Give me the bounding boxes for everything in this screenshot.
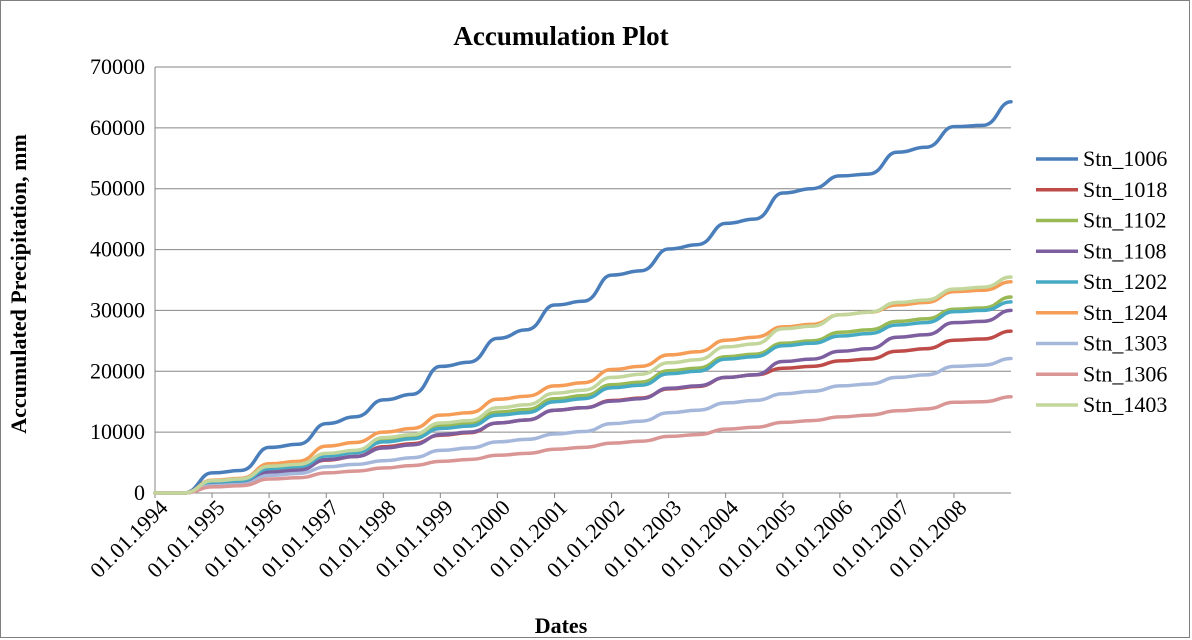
legend-label: Stn_1018 [1083, 177, 1167, 202]
legend-item-stn-1202: Stn_1202 [1036, 269, 1167, 294]
legend-item-stn-1102: Stn_1102 [1036, 208, 1167, 233]
y-tick-label: 0 [134, 480, 145, 505]
legend-label: Stn_1006 [1083, 146, 1167, 171]
y-axis-title: Accumulated Precipitation, mm [6, 134, 31, 434]
legend-item-stn-1018: Stn_1018 [1036, 177, 1167, 202]
y-tick-labels: 0 10000 20000 30000 40000 50000 60000 70000 [90, 54, 145, 505]
legend-label: Stn_1306 [1083, 361, 1167, 386]
chart-title: Accumulation Plot [453, 21, 668, 51]
axes [154, 67, 1011, 498]
series-line-stn-1403 [153, 275, 1013, 495]
legend-label: Stn_1108 [1083, 238, 1167, 263]
series-line-stn-1204 [153, 280, 1013, 495]
legend-item-stn-1204: Stn_1204 [1036, 300, 1167, 325]
y-tick-label: 50000 [90, 176, 145, 201]
legend-label: Stn_1204 [1083, 300, 1167, 325]
legend-item-stn-1006: Stn_1006 [1036, 146, 1167, 171]
legend-item-stn-1306: Stn_1306 [1036, 361, 1167, 386]
y-tick-label: 20000 [90, 358, 145, 383]
x-axis-title: Dates [535, 613, 588, 638]
series-line-stn-1006 [153, 99, 1013, 495]
y-tick-label: 40000 [90, 237, 145, 262]
legend-label: Stn_1403 [1083, 392, 1167, 417]
legend-label: Stn_1303 [1083, 331, 1167, 356]
gridlines [155, 66, 1011, 433]
legend-item-stn-1108: Stn_1108 [1036, 238, 1167, 263]
legend-label: Stn_1102 [1083, 208, 1167, 233]
y-tick-label: 10000 [90, 419, 145, 444]
series-lines [153, 99, 1013, 495]
series-line-stn-1202 [153, 300, 1013, 495]
series-line-stn-1306 [153, 395, 1013, 495]
x-tick-labels: 01.01.199401.01.199501.01.199601.01.1997… [85, 495, 972, 583]
legend-label: Stn_1202 [1083, 269, 1167, 294]
series-line-stn-1303 [153, 356, 1013, 495]
y-tick-label: 70000 [90, 54, 145, 79]
y-tick-label: 60000 [90, 115, 145, 140]
legend-item-stn-1303: Stn_1303 [1036, 331, 1167, 356]
series-line-stn-1108 [153, 308, 1013, 495]
y-tick-label: 30000 [90, 297, 145, 322]
legend-item-stn-1403: Stn_1403 [1036, 392, 1167, 417]
legend: Stn_1006 Stn_1018 Stn_1102 Stn_1108 Stn_1202… [1036, 146, 1167, 417]
